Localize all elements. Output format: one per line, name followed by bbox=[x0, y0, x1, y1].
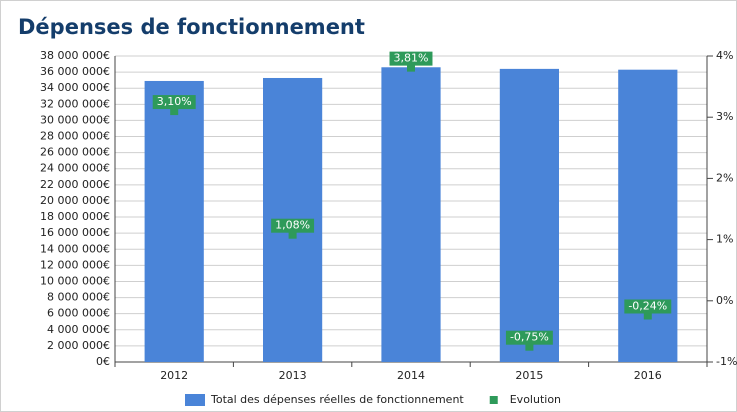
data-label-box bbox=[505, 330, 553, 345]
y2-tick-label: 1% bbox=[716, 233, 733, 246]
legend-label: Evolution bbox=[510, 393, 561, 406]
legend-swatch bbox=[489, 396, 498, 404]
y-tick-label: 36 000 000€ bbox=[40, 65, 110, 78]
x-tick-label: 2013 bbox=[279, 369, 307, 382]
x-tick-label: 2016 bbox=[634, 369, 662, 382]
data-label-box bbox=[389, 51, 433, 66]
y2-tick-label: 0% bbox=[716, 294, 733, 307]
data-label: 1,08% bbox=[275, 219, 310, 232]
y-tick-label: 8 000 000€ bbox=[47, 291, 110, 304]
y-tick-label: 16 000 000€ bbox=[40, 226, 110, 239]
y-tick-label: 10 000 000€ bbox=[40, 274, 110, 287]
bar bbox=[499, 68, 559, 362]
data-label-box bbox=[152, 95, 196, 110]
data-label-box bbox=[624, 299, 672, 314]
legend-swatch bbox=[185, 394, 205, 406]
x-tick-label: 2014 bbox=[397, 369, 425, 382]
y-tick-label: 18 000 000€ bbox=[40, 210, 110, 223]
marker bbox=[407, 63, 415, 72]
y-tick-label: 28 000 000€ bbox=[40, 130, 110, 143]
legend-label: Total des dépenses réelles de fonctionne… bbox=[210, 393, 464, 406]
y-tick-label: 12 000 000€ bbox=[40, 258, 110, 271]
marker bbox=[170, 107, 179, 116]
bar bbox=[144, 80, 204, 362]
y2-tick-label: 2% bbox=[716, 171, 733, 184]
bar bbox=[381, 67, 441, 362]
y-tick-label: 30 000 000€ bbox=[40, 113, 110, 126]
y-tick-label: 32 000 000€ bbox=[40, 97, 110, 110]
y-tick-label: 20 000 000€ bbox=[40, 194, 110, 207]
y2-tick-label: 4% bbox=[716, 49, 733, 62]
y-tick-label: 38 000 000€ bbox=[40, 49, 110, 62]
x-tick-label: 2015 bbox=[515, 369, 543, 382]
marker bbox=[288, 230, 297, 239]
y-tick-label: 6 000 000€ bbox=[47, 307, 110, 320]
y-tick-label: 24 000 000€ bbox=[40, 162, 110, 175]
y-tick-label: 26 000 000€ bbox=[40, 146, 110, 159]
marker bbox=[643, 311, 652, 320]
y-tick-label: 4 000 000€ bbox=[47, 323, 110, 336]
chart-title: Dépenses de fonctionnement bbox=[18, 15, 365, 39]
data-label-box bbox=[271, 218, 315, 233]
x-tick-label: 2012 bbox=[160, 369, 188, 382]
data-label: 3,10% bbox=[157, 95, 192, 108]
y2-tick-label: 3% bbox=[716, 110, 733, 123]
y2-tick-label: -1% bbox=[716, 355, 737, 368]
y-tick-label: 0€ bbox=[96, 355, 110, 368]
y-tick-label: 22 000 000€ bbox=[40, 178, 110, 191]
y-tick-label: 2 000 000€ bbox=[47, 339, 110, 352]
y-tick-label: 14 000 000€ bbox=[40, 242, 110, 255]
data-label: -0,24% bbox=[628, 299, 667, 312]
data-label: 3,81% bbox=[394, 52, 429, 65]
marker bbox=[525, 342, 534, 351]
y-tick-label: 34 000 000€ bbox=[40, 81, 110, 94]
data-label: -0,75% bbox=[510, 331, 549, 344]
